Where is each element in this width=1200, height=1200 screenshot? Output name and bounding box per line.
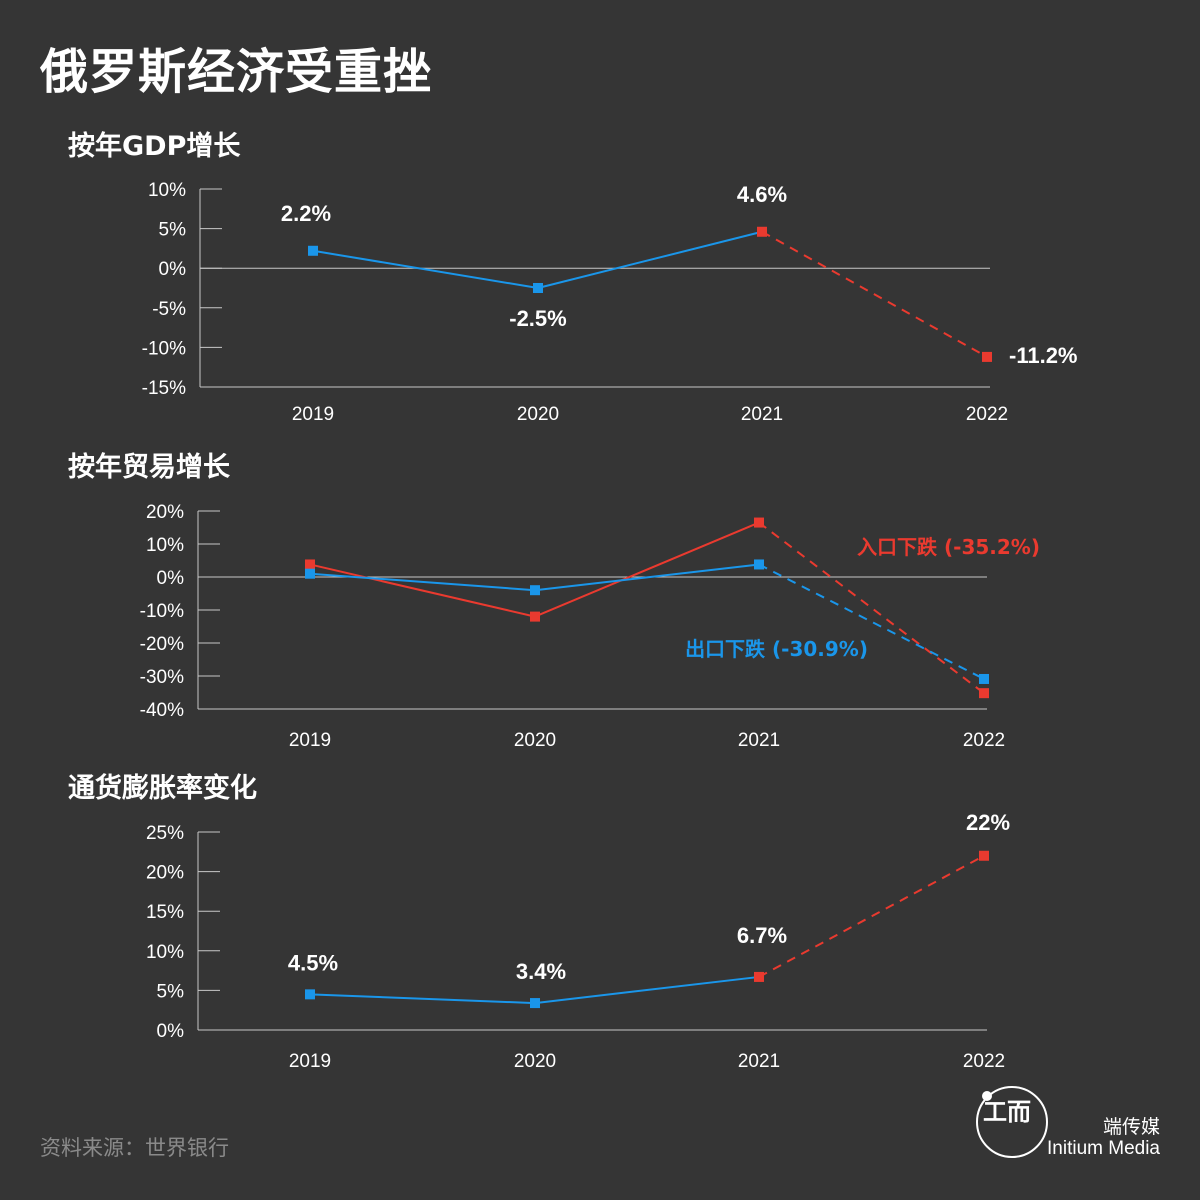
y-tick-label: 10%: [148, 180, 186, 201]
data-point-marker: [754, 559, 764, 570]
data-point-marker: [979, 688, 989, 699]
data-label: -11.2%: [1009, 343, 1078, 368]
x-tick-label: 2019: [292, 404, 334, 425]
y-tick-label: -10%: [140, 601, 184, 622]
data-point-marker: [305, 559, 315, 570]
series-line-segment: [534, 563, 760, 592]
series-line-segment: [312, 249, 539, 289]
y-tick-label: -5%: [152, 299, 186, 320]
y-tick-label: 25%: [146, 823, 184, 844]
x-tick-label: 2021: [738, 1051, 780, 1072]
x-tick-label: 2019: [289, 1051, 331, 1072]
y-tick-label: 10%: [146, 535, 184, 556]
x-tick-label: 2021: [741, 404, 783, 425]
y-tick-label: -20%: [140, 634, 184, 655]
series-legend-label: 入口下跌 (-35.2%): [857, 535, 1040, 559]
y-tick-label: 0%: [157, 568, 185, 589]
series-line-segment: [309, 563, 536, 618]
y-tick-label: 15%: [146, 902, 184, 923]
data-label: 3.4%: [516, 959, 566, 984]
data-point-marker: [530, 998, 540, 1009]
series-line-segment: [534, 521, 760, 618]
x-tick-label: 2020: [517, 404, 559, 425]
data-point-marker: [757, 226, 767, 237]
series-line-segment: [537, 230, 763, 289]
data-point-marker: [305, 568, 315, 579]
data-label: 2.2%: [281, 201, 331, 226]
data-label: 4.6%: [737, 182, 787, 207]
series-line-segment: [534, 975, 760, 1005]
y-tick-label: -40%: [140, 700, 184, 721]
x-tick-label: 2020: [514, 730, 556, 751]
data-point-marker: [982, 351, 992, 362]
data-point-marker: [979, 850, 989, 861]
series-line-segment: [309, 572, 536, 592]
data-point-marker: [530, 585, 540, 596]
y-tick-label: 0%: [159, 259, 187, 280]
data-point-marker: [754, 517, 764, 528]
y-tick-label: -15%: [142, 378, 186, 399]
y-tick-label: -10%: [142, 338, 186, 359]
x-tick-label: 2021: [738, 730, 780, 751]
x-tick-label: 2022: [963, 730, 1005, 751]
x-tick-label: 2022: [963, 1051, 1005, 1072]
chart-title: 通货膨胀率变化: [68, 772, 257, 804]
data-label: 22%: [966, 810, 1010, 835]
data-point-marker: [305, 989, 315, 1000]
data-point-marker: [530, 611, 540, 622]
x-tick-label: 2020: [514, 1051, 556, 1072]
initium-logo: [976, 1086, 1048, 1158]
series-line-segment: [761, 230, 988, 358]
x-tick-label: 2019: [289, 730, 331, 751]
logo-dot: [982, 1091, 992, 1101]
chart-title: 按年贸易增长: [68, 451, 231, 483]
x-tick-label: 2022: [966, 404, 1008, 425]
data-point-marker: [979, 673, 989, 684]
y-tick-label: -30%: [140, 667, 184, 688]
brand-name-cn: 端传媒: [1102, 1116, 1160, 1138]
y-tick-label: 0%: [157, 1021, 185, 1042]
series-line-segment: [309, 993, 536, 1005]
data-label: 6.7%: [737, 923, 787, 948]
y-tick-label: 10%: [146, 942, 184, 963]
brand-name-en: Initium Media: [1047, 1138, 1160, 1159]
data-point-marker: [308, 245, 318, 256]
y-tick-label: 5%: [157, 981, 185, 1002]
source-note: 资料来源：世界银行: [40, 1136, 229, 1160]
data-point-marker: [754, 971, 764, 982]
logo-glyph: 工而: [983, 1098, 1031, 1126]
series-line-segment: [758, 563, 985, 680]
y-tick-label: 20%: [146, 502, 184, 523]
series-legend-label: 出口下跌 (-30.9%): [685, 637, 868, 661]
y-tick-label: 5%: [159, 220, 187, 241]
data-label: 4.5%: [288, 950, 338, 975]
series-line-segment: [758, 854, 985, 978]
chart-title: 按年GDP增长: [68, 130, 241, 162]
data-label: -2.5%: [509, 306, 566, 331]
y-tick-label: 20%: [146, 863, 184, 884]
page-title: 俄罗斯经济受重挫: [40, 44, 433, 100]
data-point-marker: [533, 283, 543, 293]
